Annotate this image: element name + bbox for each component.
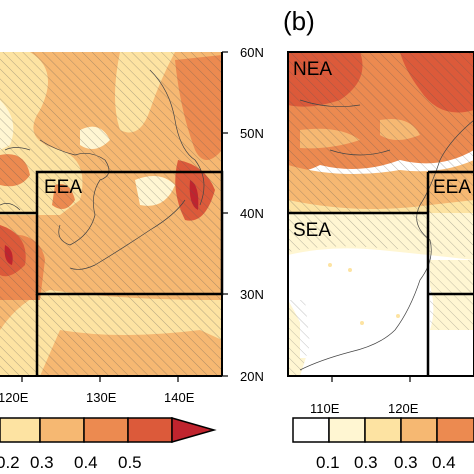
region-label-nea: NEA — [293, 59, 332, 80]
lat-label-60n: 60N — [240, 45, 264, 60]
lat-label-20n: 20N — [240, 369, 264, 384]
region-boxes-b — [288, 170, 474, 376]
lat-ticks-a — [222, 51, 228, 377]
colorbar-b — [292, 417, 474, 443]
lat-label-50n: 50N — [240, 126, 264, 141]
lon-label-120e-b: 120E — [388, 401, 419, 416]
colorbar-a-label-2: 0.4 — [74, 453, 98, 472]
lat-label-30n: 30N — [240, 287, 264, 302]
region-label-eea-b: EEA — [433, 177, 471, 198]
lon-label-110e-b: 110E — [310, 401, 340, 416]
region-label-eea-a: EEA — [44, 177, 82, 198]
colorbar-b-label-3: 0.4 — [432, 453, 456, 472]
colorbar-b-label-0: 0.1 — [316, 453, 340, 472]
panel-label-b: (b) — [283, 6, 315, 36]
region-box-eea-a — [0, 170, 224, 376]
lon-label-130e-a: 130E — [86, 390, 117, 405]
lon-ticks-a — [21, 376, 179, 382]
region-label-sea: SEA — [293, 220, 331, 241]
colorbar-a — [0, 417, 217, 443]
lat-label-40n: 40N — [240, 206, 264, 221]
lon-ticks-b — [331, 376, 411, 382]
colorbar-a-label-1: 0.3 — [30, 453, 54, 472]
colorbar-b-label-1: 0.3 — [354, 453, 378, 472]
lon-label-120e-a: 120E — [0, 390, 29, 405]
colorbar-a-label-3: 0.5 — [118, 453, 142, 472]
colorbar-b-label-2: 0.3 — [394, 453, 418, 472]
colorbar-a-label-0: 0.2 — [0, 453, 20, 472]
lon-label-140e-a: 140E — [164, 390, 195, 405]
